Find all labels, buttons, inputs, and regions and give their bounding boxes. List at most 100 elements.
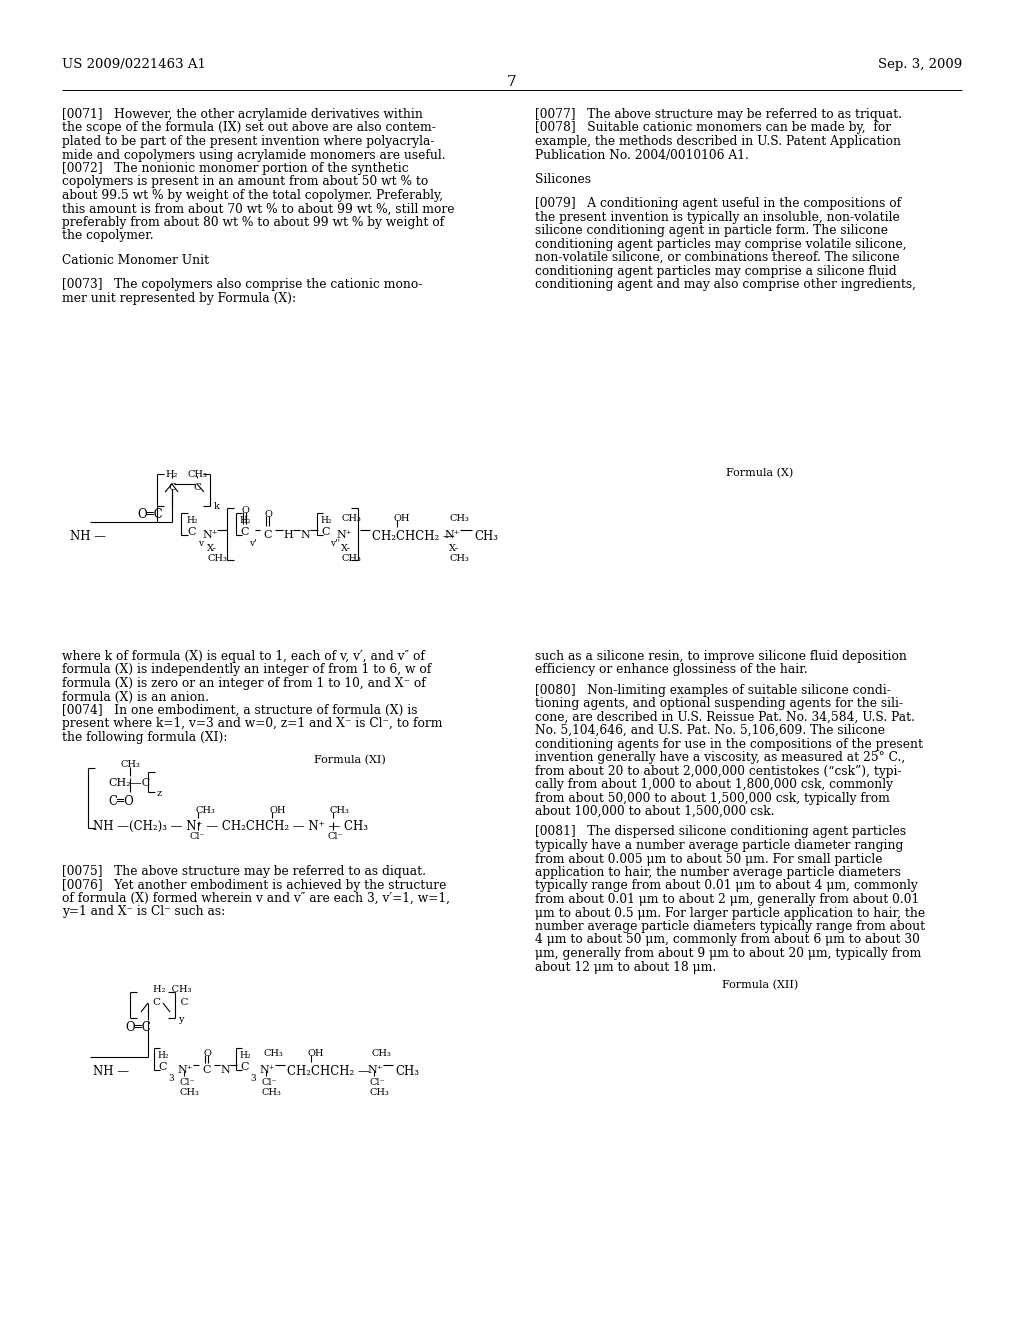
Text: from about 0.01 μm to about 2 μm, generally from about 0.01: from about 0.01 μm to about 2 μm, genera… [535, 894, 920, 906]
Text: Cl⁻: Cl⁻ [370, 1078, 386, 1086]
Text: No. 5,104,646, and U.S. Pat. No. 5,106,609. The silicone: No. 5,104,646, and U.S. Pat. No. 5,106,6… [535, 725, 885, 738]
Text: 4 μm to about 50 μm, commonly from about 6 μm to about 30: 4 μm to about 50 μm, commonly from about… [535, 933, 920, 946]
Text: [0078]   Suitable cationic monomers can be made by,  for: [0078] Suitable cationic monomers can be… [535, 121, 891, 135]
Text: CH₃: CH₃ [262, 1088, 282, 1097]
Text: application to hair, the number average particle diameters: application to hair, the number average … [535, 866, 901, 879]
Text: formula (X) is independently an integer of from 1 to 6, w of: formula (X) is independently an integer … [62, 664, 431, 676]
Text: N⁺: N⁺ [259, 1065, 274, 1074]
Text: [0081]   The dispersed silicone conditioning agent particles: [0081] The dispersed silicone conditioni… [535, 825, 906, 838]
Text: the following formula (XI):: the following formula (XI): [62, 731, 227, 744]
Text: example, the methods described in U.S. Patent Application: example, the methods described in U.S. P… [535, 135, 901, 148]
Text: Cl⁻: Cl⁻ [190, 832, 206, 841]
Text: N⁺: N⁺ [203, 531, 218, 540]
Text: C: C [159, 1063, 167, 1072]
Text: Cl⁻: Cl⁻ [180, 1078, 196, 1086]
Text: O: O [203, 1049, 211, 1059]
Text: O═C: O═C [137, 508, 163, 521]
Text: [0073]   The copolymers also comprise the cationic mono-: [0073] The copolymers also comprise the … [62, 279, 422, 292]
Text: from about 20 to about 2,000,000 centistokes (“csk”), typi-: from about 20 to about 2,000,000 centist… [535, 764, 901, 777]
Text: number average particle diameters typically range from about: number average particle diameters typica… [535, 920, 925, 933]
Text: CH₂CHCH₂ —: CH₂CHCH₂ — [372, 531, 455, 543]
Text: NH —: NH — [70, 531, 106, 543]
Text: the scope of the formula (IX) set out above are also contem-: the scope of the formula (IX) set out ab… [62, 121, 436, 135]
Text: invention generally have a viscosity, as measured at 25° C.,: invention generally have a viscosity, as… [535, 751, 905, 764]
Text: CH₃: CH₃ [449, 554, 469, 564]
Text: C: C [168, 483, 176, 492]
Text: OH: OH [307, 1049, 324, 1059]
Text: CH₃: CH₃ [207, 554, 227, 564]
Text: [0071]   However, the other acrylamide derivatives within: [0071] However, the other acrylamide der… [62, 108, 423, 121]
Text: H₂: H₂ [186, 516, 198, 525]
Text: typically range from about 0.01 μm to about 4 μm, commonly: typically range from about 0.01 μm to ab… [535, 879, 918, 892]
Text: about 99.5 wt % by weight of the total copolymer. Preferably,: about 99.5 wt % by weight of the total c… [62, 189, 443, 202]
Text: plated to be part of the present invention where polyacryla-: plated to be part of the present inventi… [62, 135, 434, 148]
Text: z: z [157, 789, 162, 799]
Text: formula (X) is an anion.: formula (X) is an anion. [62, 690, 209, 704]
Text: about 12 μm to about 18 μm.: about 12 μm to about 18 μm. [535, 961, 716, 974]
Text: k: k [214, 502, 220, 511]
Text: conditioning agent particles may comprise volatile silicone,: conditioning agent particles may compris… [535, 238, 906, 251]
Text: Cationic Monomer Unit: Cationic Monomer Unit [62, 253, 209, 267]
Text: Cl⁻: Cl⁻ [327, 832, 343, 841]
Text: C: C [193, 483, 201, 492]
Text: H₂: H₂ [166, 470, 178, 479]
Text: Formula (XII): Formula (XII) [722, 979, 798, 990]
Text: CH₃: CH₃ [180, 1088, 200, 1097]
Text: O: O [264, 510, 272, 519]
Text: of formula (X) formed wherein v and v″ are each 3, v′=1, w=1,: of formula (X) formed wherein v and v″ a… [62, 892, 450, 906]
Text: C      C: C C [153, 998, 188, 1007]
Text: [0075]   The above structure may be referred to as diquat.: [0075] The above structure may be referr… [62, 865, 426, 878]
Text: typically have a number average particle diameter ranging: typically have a number average particle… [535, 840, 903, 851]
Text: CH₃: CH₃ [120, 760, 140, 770]
Text: v: v [198, 539, 203, 548]
Text: μm to about 0.5 μm. For larger particle application to hair, the: μm to about 0.5 μm. For larger particle … [535, 907, 925, 920]
Text: OH: OH [394, 513, 411, 523]
Text: NH —: NH — [93, 1065, 129, 1078]
Text: N: N [220, 1065, 229, 1074]
Text: CH₃: CH₃ [449, 513, 469, 523]
Text: C: C [241, 1063, 249, 1072]
Text: US 2009/0221463 A1: US 2009/0221463 A1 [62, 58, 206, 71]
Text: μm, generally from about 9 μm to about 20 μm, typically from: μm, generally from about 9 μm to about 2… [535, 946, 922, 960]
Text: [0072]   The nonionic monomer portion of the synthetic: [0072] The nonionic monomer portion of t… [62, 162, 409, 176]
Text: NH —(CH₂)₃ — N⁺ — CH₂CHCH₂ — N⁺ — CH₃: NH —(CH₂)₃ — N⁺ — CH₂CHCH₂ — N⁺ — CH₃ [93, 820, 368, 833]
Text: CH₃: CH₃ [395, 1065, 419, 1078]
Text: C═O: C═O [108, 795, 134, 808]
Text: [0074]   In one embodiment, a structure of formula (X) is: [0074] In one embodiment, a structure of… [62, 704, 418, 717]
Text: silicone conditioning agent in particle form. The silicone: silicone conditioning agent in particle … [535, 224, 888, 238]
Text: from about 0.005 μm to about 50 μm. For small particle: from about 0.005 μm to about 50 μm. For … [535, 853, 883, 866]
Text: H₂  CH₃: H₂ CH₃ [153, 985, 191, 994]
Text: O: O [241, 506, 249, 515]
Text: H: H [283, 531, 293, 540]
Text: efficiency or enhance glossiness of the hair.: efficiency or enhance glossiness of the … [535, 664, 808, 676]
Text: 7: 7 [507, 75, 517, 88]
Text: C: C [264, 531, 272, 540]
Text: Formula (X): Formula (X) [726, 469, 794, 478]
Text: [0077]   The above structure may be referred to as triquat.: [0077] The above structure may be referr… [535, 108, 902, 121]
Text: formula (X) is zero or an integer of from 1 to 10, and X⁻ of: formula (X) is zero or an integer of fro… [62, 677, 426, 690]
Text: the present invention is typically an insoluble, non-volatile: the present invention is typically an in… [535, 211, 900, 223]
Text: [0076]   Yet another embodiment is achieved by the structure: [0076] Yet another embodiment is achieve… [62, 879, 446, 891]
Text: [0080]   Non-limiting examples of suitable silicone condi-: [0080] Non-limiting examples of suitable… [535, 684, 891, 697]
Text: this amount is from about 70 wt % to about 99 wt %, still more: this amount is from about 70 wt % to abo… [62, 202, 455, 215]
Text: X-: X- [207, 544, 217, 553]
Text: H₂: H₂ [240, 1051, 251, 1060]
Text: 3: 3 [168, 1074, 174, 1082]
Text: cone, are described in U.S. Reissue Pat. No. 34,584, U.S. Pat.: cone, are described in U.S. Reissue Pat.… [535, 710, 915, 723]
Text: tioning agents, and optional suspending agents for the sili-: tioning agents, and optional suspending … [535, 697, 903, 710]
Text: Publication No. 2004/0010106 A1.: Publication No. 2004/0010106 A1. [535, 149, 749, 161]
Text: Cl⁻: Cl⁻ [262, 1078, 278, 1086]
Text: cally from about 1,000 to about 1,800,000 csk, commonly: cally from about 1,000 to about 1,800,00… [535, 779, 893, 791]
Text: conditioning agent and may also comprise other ingredients,: conditioning agent and may also comprise… [535, 279, 916, 292]
Text: N⁺: N⁺ [177, 1065, 193, 1074]
Text: copolymers is present in an amount from about 50 wt % to: copolymers is present in an amount from … [62, 176, 428, 189]
Text: v': v' [249, 539, 257, 548]
Text: C: C [203, 1065, 211, 1074]
Text: C: C [187, 527, 197, 537]
Text: CH₃: CH₃ [196, 807, 216, 814]
Text: O═C: O═C [125, 1020, 151, 1034]
Text: preferably from about 80 wt % to about 99 wt % by weight of: preferably from about 80 wt % to about 9… [62, 216, 444, 228]
Text: X-: X- [449, 544, 459, 553]
Text: H₂: H₂ [240, 516, 251, 525]
Text: y=1 and X⁻ is Cl⁻ such as:: y=1 and X⁻ is Cl⁻ such as: [62, 906, 225, 919]
